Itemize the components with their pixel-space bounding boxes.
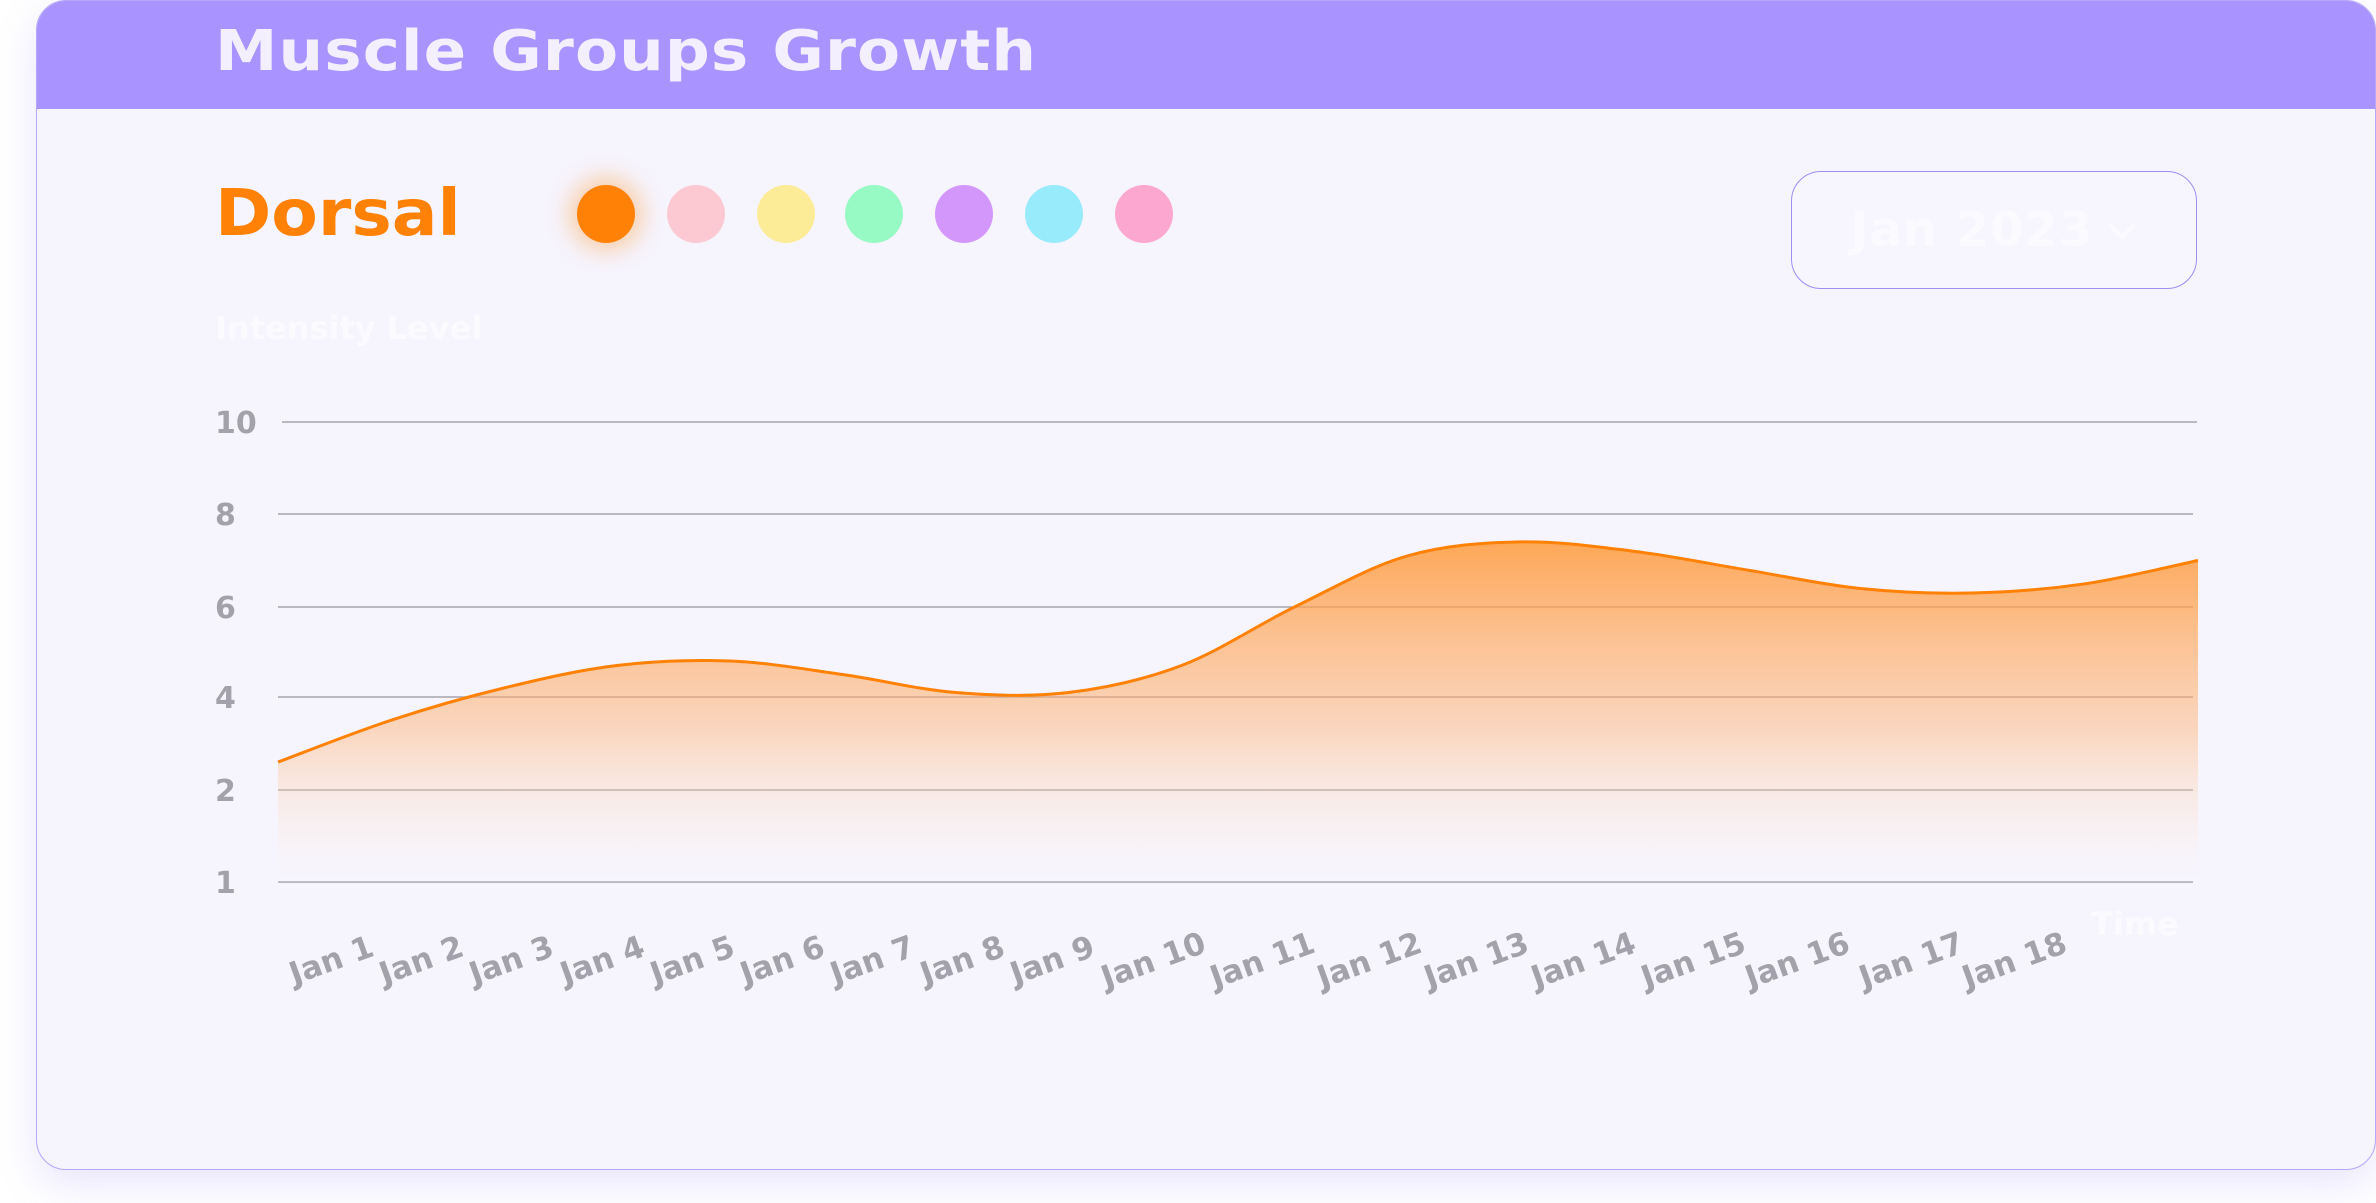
color-swatch[interactable] [577, 185, 635, 243]
data-point [614, 663, 620, 669]
chevron-down-icon [2109, 224, 2136, 239]
data-point [2082, 581, 2088, 587]
data-point [953, 690, 959, 696]
card-title: Muscle Groups Growth [215, 19, 1038, 84]
color-swatch[interactable] [757, 185, 815, 243]
data-point [840, 672, 846, 678]
x-tick-label: Jan 4 [554, 929, 650, 993]
card-header: Muscle Groups Growth [37, 1, 2375, 109]
x-tick-label: Jan 18 [1956, 925, 2072, 997]
data-point [727, 658, 733, 664]
y-tick-label: 6 [215, 591, 236, 626]
data-point [1517, 539, 1523, 545]
data-point [1743, 567, 1749, 573]
chart-card: Muscle Groups Growth Dorsal Jan 2023 Int… [36, 0, 2376, 1170]
y-tick-label: 10 [215, 406, 257, 441]
data-point [1291, 604, 1297, 610]
x-tick-label: Jan 17 [1853, 925, 1969, 997]
x-tick-label: Jan 16 [1739, 925, 1855, 997]
series-line [277, 540, 2199, 764]
series-area-fill [278, 541, 2198, 882]
data-point [275, 759, 281, 765]
month-select-label: Jan 2023 [1850, 202, 2094, 258]
data-point [388, 717, 394, 723]
color-swatch[interactable] [1025, 185, 1083, 243]
color-swatch[interactable] [935, 185, 993, 243]
y-tick-label: 8 [215, 498, 236, 533]
x-tick-label: Jan 12 [1311, 925, 1427, 997]
y-axis-label: Intensity Level [215, 309, 483, 347]
x-tick-label: Jan 3 [463, 929, 559, 993]
color-swatch[interactable] [667, 185, 725, 243]
data-point [501, 685, 507, 691]
x-tick-label: Jan 11 [1204, 925, 1320, 997]
x-tick-label: Jan 15 [1635, 925, 1751, 997]
y-tick-label: 2 [215, 774, 236, 809]
x-tick-label: Jan 14 [1525, 925, 1641, 997]
x-axis-label: Time [2091, 905, 2179, 943]
x-tick-label: Jan 8 [914, 929, 1010, 993]
data-point [2195, 558, 2201, 564]
data-point [1404, 553, 1410, 559]
month-select[interactable]: Jan 2023 [1791, 171, 2197, 289]
color-swatch[interactable] [845, 185, 903, 243]
selected-muscle-label: Dorsal [215, 177, 461, 251]
color-swatch[interactable] [1115, 185, 1173, 243]
data-point [1630, 548, 1636, 554]
x-tick-label: Jan 6 [734, 929, 830, 993]
x-tick-label: Jan 5 [644, 929, 740, 993]
x-tick-label: Jan 1 [283, 929, 379, 993]
data-point [1856, 585, 1862, 591]
x-tick-label: Jan 9 [1004, 929, 1100, 993]
y-tick-label: 1 [215, 866, 236, 901]
x-tick-label: Jan 13 [1418, 925, 1534, 997]
y-tick-label: 4 [215, 681, 236, 716]
x-tick-label: Jan 2 [373, 929, 469, 993]
x-tick-label: Jan 10 [1095, 925, 1211, 997]
data-point [1969, 590, 1975, 596]
x-tick-label: Jan 7 [824, 929, 920, 993]
data-point [1179, 663, 1185, 669]
data-point [1066, 690, 1072, 696]
